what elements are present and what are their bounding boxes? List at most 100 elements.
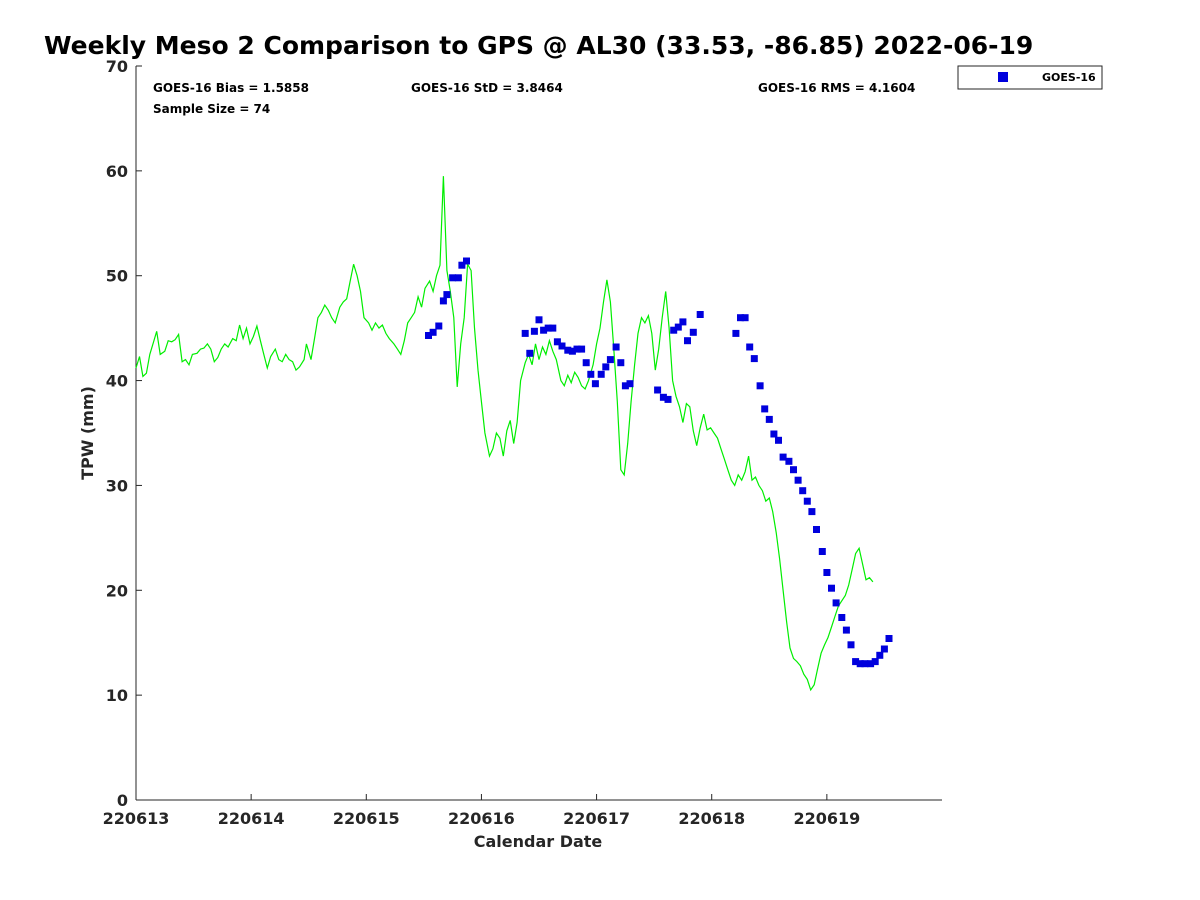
legend-marker — [998, 72, 1008, 82]
goes-16-point — [612, 343, 620, 351]
goes-16-point — [867, 660, 875, 668]
goes-16-point — [790, 466, 797, 474]
y-tick-label: 70 — [106, 57, 128, 76]
goes-16-point — [756, 382, 764, 390]
goes-16-point — [732, 329, 740, 337]
goes-16-point — [535, 316, 543, 324]
goes-16-point — [880, 645, 888, 653]
chart-title: Weekly Meso 2 Comparison to GPS @ AL30 (… — [44, 31, 1033, 60]
goes-16-point — [785, 457, 793, 465]
y-tick-label: 20 — [106, 581, 128, 600]
goes-16-point — [429, 328, 437, 336]
goes-16-point — [463, 257, 470, 265]
x-tick-label: 220619 — [793, 809, 860, 828]
goes-16-point — [741, 314, 749, 322]
y-axis-ticks: 0 10 20 30 40 50 60 70 — [106, 57, 142, 810]
goes-16-series — [425, 257, 893, 668]
sample-size-stat: Sample Size = 74 — [153, 102, 270, 116]
y-tick-label: 0 — [117, 791, 128, 810]
goes-16-point — [779, 453, 787, 461]
goes-16-point — [808, 508, 816, 516]
goes-16-point — [654, 386, 662, 394]
goes-16-point — [602, 363, 610, 371]
x-tick-label: 220618 — [678, 809, 745, 828]
goes-16-point — [770, 430, 778, 438]
x-axis-label: Calendar Date — [474, 832, 603, 851]
y-tick-label: 30 — [106, 476, 128, 495]
goes-16-point — [842, 626, 850, 634]
goes-16-point — [587, 370, 595, 378]
x-tick-label: 220613 — [103, 809, 170, 828]
goes-16-point — [761, 405, 769, 413]
goes-16-point — [606, 356, 614, 364]
goes-16-point — [794, 476, 802, 484]
goes-16-point — [597, 370, 605, 378]
goes-16-point — [439, 297, 447, 305]
goes-16-point — [626, 380, 634, 388]
goes-16-point — [775, 436, 782, 444]
goes-16-point — [544, 324, 552, 332]
goes-16-point — [828, 584, 835, 592]
goes-16-point — [621, 382, 629, 390]
rms-stat: GOES-16 RMS = 4.1604 — [758, 81, 915, 95]
goes-16-point — [670, 326, 678, 334]
goes-16-point — [885, 635, 893, 642]
goes-16-point — [564, 346, 572, 354]
y-tick-label: 60 — [106, 162, 128, 181]
bias-stat: GOES-16 Bias = 1.5858 — [153, 81, 309, 95]
y-tick-label: 40 — [106, 372, 128, 391]
goes-16-point — [750, 355, 758, 363]
gps-series — [135, 176, 874, 692]
goes-16-point — [526, 349, 534, 357]
goes-16-point — [553, 338, 561, 346]
goes-16-point — [765, 415, 773, 423]
goes-16-point — [582, 359, 590, 367]
goes-16-point — [521, 329, 529, 337]
goes-16-point — [558, 342, 566, 350]
goes-16-point — [823, 569, 831, 576]
goes-16-point — [674, 323, 682, 331]
goes-16-point — [847, 641, 855, 649]
goes-16-point — [838, 614, 846, 621]
legend-box — [957, 65, 1103, 90]
goes-16-point — [799, 487, 807, 495]
goes-16-point — [876, 651, 884, 659]
goes-16-point — [617, 359, 625, 367]
goes-16-point — [435, 322, 443, 330]
goes-16-point — [832, 599, 840, 607]
goes-16-point — [443, 291, 451, 299]
goes-16-point — [659, 393, 667, 401]
goes-16-point — [425, 332, 432, 339]
x-tick-label: 220615 — [333, 809, 400, 828]
goes-16-point — [696, 311, 704, 318]
goes-16-point — [852, 658, 860, 666]
goes-16-point — [568, 347, 576, 355]
goes-16-point — [679, 318, 687, 326]
goes-16-point — [454, 274, 462, 282]
y-tick-label: 10 — [106, 686, 128, 705]
goes-16-point — [803, 497, 811, 505]
std-stat: GOES-16 StD = 3.8464 — [411, 81, 563, 95]
x-tick-label: 220614 — [218, 809, 285, 828]
goes-16-point — [549, 324, 557, 332]
gps-line — [135, 176, 874, 692]
goes-16-point — [813, 526, 820, 533]
x-tick-label: 220617 — [563, 809, 630, 828]
goes-16-point — [540, 326, 548, 334]
goes-16-point — [861, 660, 869, 668]
plot-area: 0 10 20 30 40 50 60 70 220613 220614 220615 220616… — [103, 57, 942, 828]
goes-16-point — [530, 327, 538, 335]
x-axis-ticks: 220613 220614 220615 220616 220617 220618 2206… — [103, 794, 860, 828]
legend-entry-goes-16: GOES-16 — [1042, 71, 1096, 84]
goes-16-point — [871, 658, 879, 666]
goes-16-point — [578, 345, 586, 353]
goes-16-point — [737, 314, 744, 322]
goes-16-point — [591, 380, 599, 388]
goes-16-point — [746, 343, 754, 351]
y-axis-label: TPW (mm) — [78, 386, 97, 480]
goes-16-point — [689, 328, 697, 336]
goes-16-point — [458, 261, 466, 269]
y-tick-label: 50 — [106, 267, 128, 286]
legend: GOES-16 — [957, 65, 1103, 90]
goes-16-point — [449, 274, 457, 282]
